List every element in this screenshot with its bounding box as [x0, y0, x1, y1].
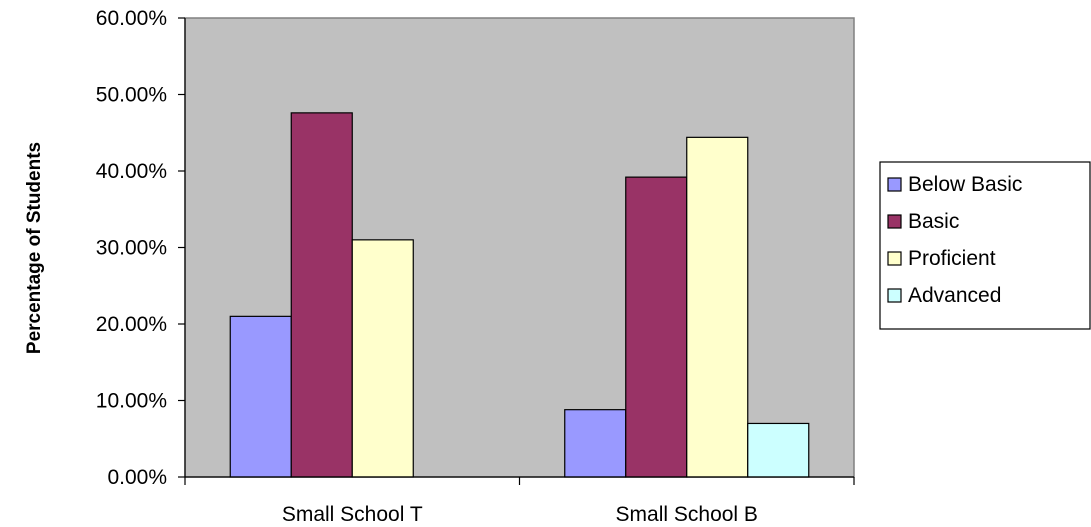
legend-swatch [887, 288, 902, 303]
legend-label: Advanced [908, 284, 1001, 307]
y-tick-label: 50.00% [96, 84, 167, 107]
legend-label: Below Basic [908, 173, 1022, 196]
bar [747, 422, 810, 478]
legend-label: Basic [908, 210, 959, 233]
y-tick-label: 30.00% [96, 237, 167, 260]
bar [351, 239, 414, 478]
bar [290, 112, 353, 478]
legend-swatch [887, 251, 902, 266]
bar [564, 409, 627, 478]
x-tick-label: Small School B [616, 503, 758, 526]
legend-swatch [887, 177, 902, 192]
legend-swatch [887, 214, 902, 229]
bar [625, 176, 688, 478]
legend-box [879, 161, 1091, 330]
legend-label: Proficient [908, 247, 996, 270]
bar [686, 136, 749, 478]
y-axis-title: Percentage of Students [24, 142, 45, 354]
y-tick-label: 20.00% [96, 313, 167, 336]
y-tick-label: 0.00% [107, 466, 167, 489]
legend: Below Basic Basic Proficient Advanced [879, 161, 1091, 330]
y-tick-label: 40.00% [96, 160, 167, 183]
axes: 0.00% 10.00% 20.00% 30.00% 40.00% 50.00% 60.00… [96, 7, 855, 526]
y-tick-label: 10.00% [96, 390, 167, 413]
bar [229, 315, 292, 478]
y-tick-label: 60.00% [96, 7, 167, 30]
bars [229, 112, 810, 478]
x-tick-label: Small School T [282, 503, 423, 526]
